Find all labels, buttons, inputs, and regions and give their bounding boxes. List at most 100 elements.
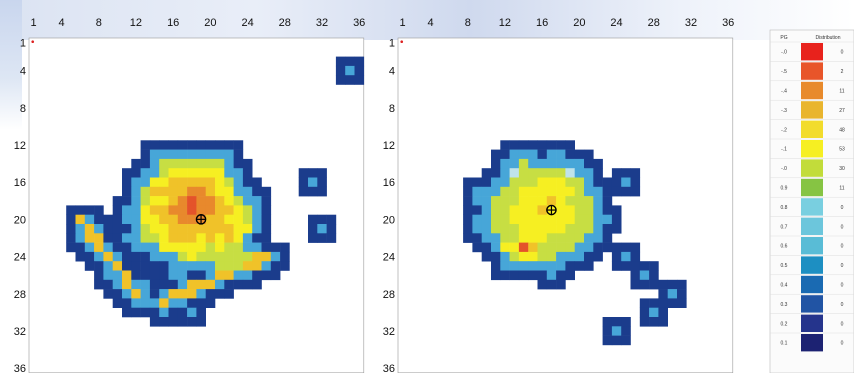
heatmap-cell [621, 261, 631, 271]
heatmap-cell [205, 242, 216, 253]
heatmap-cell [196, 242, 206, 253]
heatmap-cell [177, 224, 188, 234]
heatmap-cell [639, 261, 650, 271]
heatmap-cell [131, 251, 141, 262]
heatmap-cell [509, 214, 520, 225]
heatmap-cell [159, 196, 169, 206]
heatmap-cell [677, 289, 687, 299]
heatmap-cell [518, 140, 529, 150]
heatmap-cell [270, 251, 281, 262]
heatmap-cell [131, 307, 141, 318]
legend-pg-label: -.0 [781, 50, 787, 56]
heatmap-cell [215, 158, 225, 169]
heatmap-cell [584, 242, 594, 253]
legend-swatch [801, 62, 823, 80]
heatmap-cell [224, 214, 234, 225]
heatmap-cell [205, 298, 216, 308]
heatmap-cell [122, 177, 132, 188]
heatmap-cell [649, 261, 659, 271]
heatmap-cell [205, 140, 216, 150]
x-tick-label: 24 [241, 17, 253, 29]
heatmap-cell [187, 251, 197, 262]
heatmap-cell [621, 168, 631, 178]
heatmap-cell [149, 186, 160, 197]
heatmap-cell [196, 261, 206, 271]
heatmap-cell [630, 186, 641, 197]
heatmap-cell [149, 233, 160, 243]
legend-count-label: 2 [841, 69, 844, 75]
heatmap-cell [546, 214, 557, 225]
heatmap-cell [168, 205, 179, 215]
heatmap-cell [103, 270, 113, 281]
heatmap-cell [242, 158, 253, 169]
heatmap-cell [177, 261, 188, 271]
heatmap-cell [546, 270, 557, 281]
heatmap-cell [205, 289, 216, 299]
heatmap-cell [354, 75, 365, 85]
heatmap-cell [667, 289, 678, 299]
heatmap-cell [556, 261, 566, 271]
heatmap-cell [630, 251, 641, 262]
heatmap-cell [500, 177, 510, 188]
heatmap-cell [75, 224, 86, 234]
heatmap-cell [537, 205, 548, 215]
legend-header-pg: PG [780, 35, 787, 41]
header-band [0, 0, 854, 40]
heatmap-cell [215, 242, 225, 253]
heatmap-cell [574, 177, 585, 188]
heatmap-cell [66, 205, 76, 215]
heatmap-cell [593, 196, 603, 206]
heatmap-cell [187, 196, 197, 206]
heatmap-cell [122, 214, 132, 225]
heatmap-cell [196, 298, 206, 308]
heatmap-cell [159, 279, 169, 290]
heatmap-cell [317, 233, 327, 243]
heatmap-cell [205, 270, 216, 281]
heatmap-cell [639, 298, 650, 308]
heatmap-cell [149, 242, 160, 253]
heatmap-cell [565, 205, 575, 215]
heatmap-cell [677, 298, 687, 308]
heatmap-cell [345, 65, 355, 76]
heatmap-cell [472, 177, 482, 188]
heatmap-cell [149, 140, 160, 150]
legend-pg-label: -.3 [781, 108, 787, 114]
heatmap-cell [621, 326, 631, 336]
heatmap-cell [224, 242, 234, 253]
heatmap-cell [187, 270, 197, 281]
heatmap-cell [546, 224, 557, 234]
heatmap-cell [112, 270, 123, 281]
heatmap-cell [491, 251, 501, 262]
heatmap-cell [611, 224, 622, 234]
heatmap-cell [593, 186, 603, 197]
heatmap-cell [317, 214, 327, 225]
heatmap-cell [224, 251, 234, 262]
heatmap-cell [205, 196, 216, 206]
heatmap-cell [481, 177, 492, 188]
heatmap-cell [574, 251, 585, 262]
heatmap-cell [159, 233, 169, 243]
legend-pg-label: 0.7 [781, 224, 788, 230]
heatmap-cell [159, 168, 169, 178]
heatmap-cell [149, 196, 160, 206]
heatmap-cell [149, 149, 160, 160]
heatmap-cell [149, 279, 160, 290]
heatmap-cell [298, 168, 309, 178]
heatmap-cell [177, 140, 188, 150]
heatmap-cell [187, 242, 197, 253]
heatmap-cell [602, 326, 613, 336]
x-tick-label: 12 [130, 17, 142, 29]
heatmap-cell [84, 224, 95, 234]
heatmap-cell [491, 196, 501, 206]
heatmap-cell [335, 65, 346, 76]
heatmap-cell [122, 224, 132, 234]
heatmap-cell [94, 251, 104, 262]
heatmap-cell [112, 298, 123, 308]
heatmap-cell [149, 214, 160, 225]
heatmap-cell [103, 242, 113, 253]
origin-marker [31, 40, 35, 44]
legend-count-label: 0 [841, 263, 844, 269]
heatmap-cell [140, 289, 151, 299]
heatmap-cell [140, 158, 151, 169]
heatmap-cell [528, 251, 538, 262]
